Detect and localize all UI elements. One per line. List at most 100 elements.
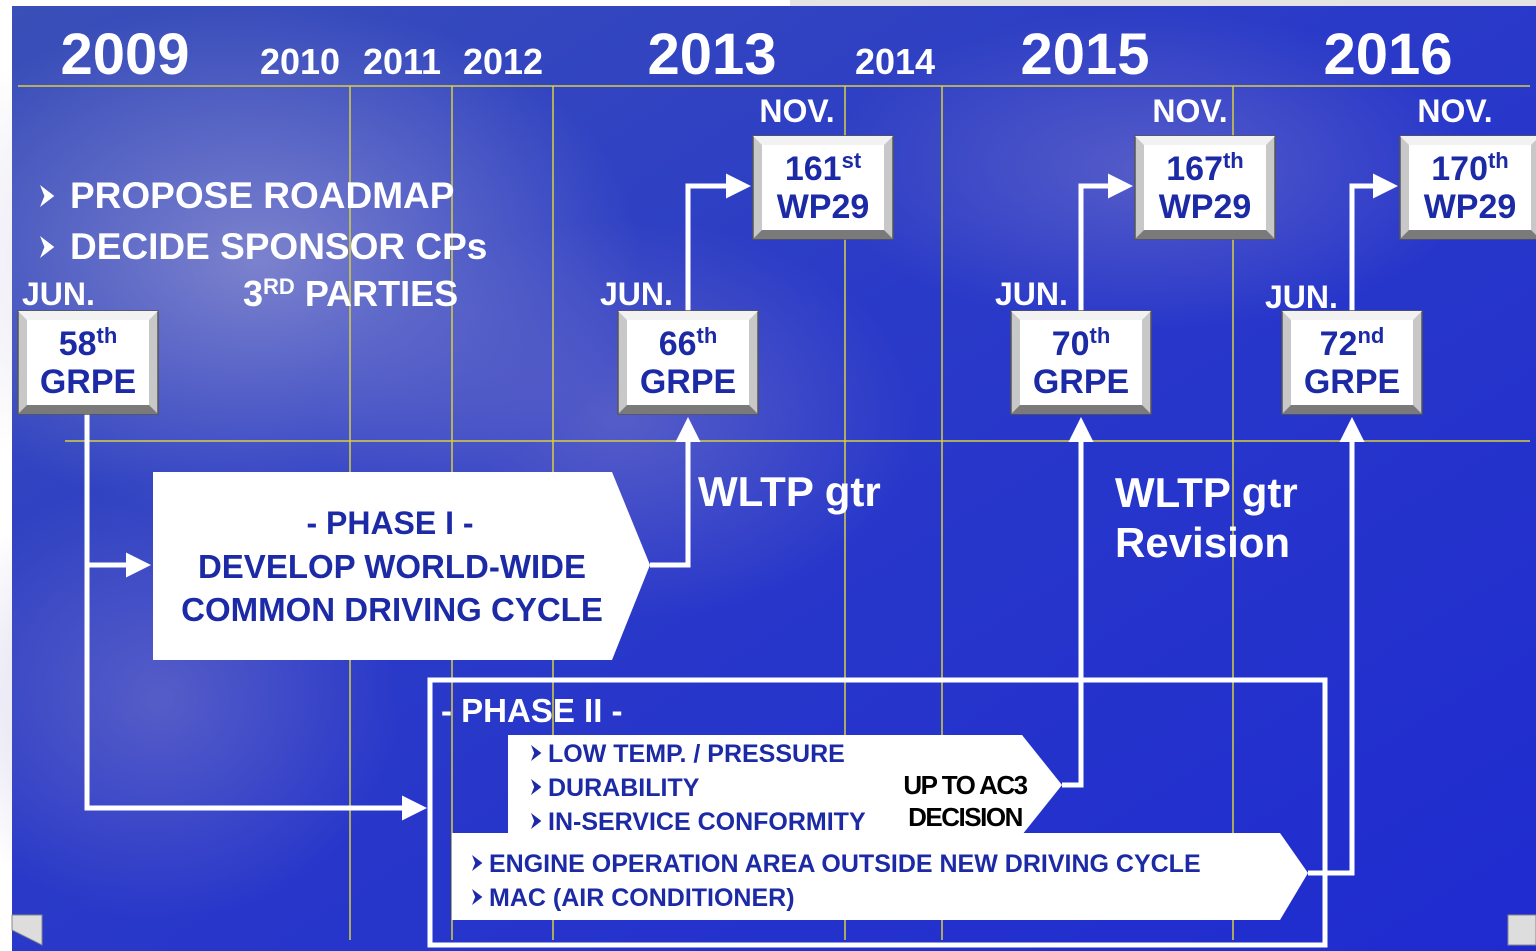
suffix: st [842, 148, 862, 173]
bullet [40, 236, 55, 258]
meeting-month: JUN. [22, 276, 95, 312]
box-bevel [1400, 136, 1536, 145]
phase2-group1-shape [508, 735, 1062, 835]
meeting-month: JUN. [600, 276, 673, 312]
task: DECIDE SPONSOR CPs [70, 226, 487, 267]
meeting-month: JUN. [1265, 279, 1338, 315]
phase2-item: IN-SERVICE CONFORMITY [548, 808, 866, 836]
phase2-item: ENGINE OPERATION AREA OUTSIDE NEW DRIVIN… [489, 850, 1201, 878]
box-bevel [753, 230, 893, 239]
number: 72 [1320, 325, 1358, 363]
phase1-title: - PHASE I - [306, 505, 473, 541]
number: 58 [59, 325, 97, 363]
number: 66 [659, 325, 697, 363]
decision: DECISION [908, 802, 1022, 832]
box-inner [627, 320, 749, 405]
bullet [531, 745, 542, 761]
phase2-frame [427, 677, 1328, 948]
nav-next[interactable] [1507, 914, 1536, 946]
box-bevel [18, 405, 158, 414]
meeting-number: 72nd [1320, 323, 1385, 363]
bullet [40, 185, 55, 207]
box-inner [762, 145, 884, 230]
box-bevel [618, 405, 758, 414]
box-inner [27, 320, 149, 405]
year-label: 2013 [647, 22, 776, 87]
box-bevel [1282, 311, 1422, 320]
box-bevel [1135, 230, 1275, 239]
number: 161 [785, 150, 842, 188]
phase1-line: COMMON DRIVING CYCLE [181, 591, 603, 628]
number: 167 [1166, 150, 1223, 188]
box-bevel [1011, 405, 1151, 414]
phase1-line: DEVELOP WORLD-WIDE [198, 548, 586, 585]
suffix: nd [1357, 323, 1384, 348]
parties-base: 3 [243, 273, 263, 314]
meeting-body: GRPE [40, 363, 136, 401]
box-bevel [18, 311, 158, 320]
bullet [531, 813, 542, 829]
suffix: th [1488, 148, 1509, 173]
bullet [472, 889, 483, 905]
phase2-item: MAC (AIR CONDITIONER) [489, 884, 795, 912]
nav-prev[interactable] [11, 914, 43, 946]
box-inner [1020, 320, 1142, 405]
number: 170 [1431, 150, 1488, 188]
box-bevel [1135, 136, 1275, 145]
output-label: WLTP gtr [698, 468, 881, 515]
box-bevel [753, 136, 893, 145]
suffix: th [97, 323, 118, 348]
bullet [531, 779, 542, 795]
meeting-number: 66th [659, 323, 718, 363]
meeting-number: 170th [1431, 148, 1509, 188]
meeting-month: JUN. [995, 276, 1068, 312]
bullet [472, 855, 483, 871]
meeting-number: 167th [1166, 148, 1244, 188]
box-bevel [618, 311, 758, 320]
parties-text: PARTIES [305, 273, 458, 314]
box-bevel [1011, 311, 1151, 320]
year-label: 2011 [363, 41, 441, 82]
parties: 3RD PARTIES [243, 273, 458, 314]
phase2-group2-shape [452, 833, 1308, 920]
box-bevel [1400, 230, 1536, 239]
output-label: WLTP gtr [1115, 469, 1298, 516]
year-label: 2016 [1323, 22, 1452, 87]
suffix: th [1223, 148, 1244, 173]
phase2-item: DURABILITY [548, 774, 700, 802]
phase2-item: LOW TEMP. / PRESSURE [548, 740, 845, 768]
year-label: 2009 [60, 22, 189, 87]
task: PROPOSE ROADMAP [70, 175, 454, 216]
meeting-body: GRPE [1033, 363, 1129, 401]
suffix: th [1090, 323, 1111, 348]
year-label: 2015 [1020, 22, 1149, 87]
decision: UP TO AC3 [903, 770, 1027, 800]
meeting-number: 58th [59, 323, 118, 363]
meeting-month: NOV. [759, 93, 834, 129]
year-label: 2012 [463, 41, 543, 82]
meeting-month: NOV. [1152, 93, 1227, 129]
phase1-shape [153, 472, 650, 660]
meeting-month: NOV. [1417, 93, 1492, 129]
meeting-body: GRPE [1304, 363, 1400, 401]
box-inner [1144, 145, 1266, 230]
meeting-body: WP29 [1424, 188, 1517, 226]
year-label: 2014 [855, 41, 935, 82]
box-inner [1409, 145, 1531, 230]
box-inner [1291, 320, 1413, 405]
output-label: Revision [1115, 519, 1290, 566]
meeting-body: WP29 [777, 188, 870, 226]
top-strip [790, 0, 1536, 6]
meeting-number: 70th [1052, 323, 1111, 363]
year-label: 2010 [260, 41, 340, 82]
meeting-number: 161st [785, 148, 862, 188]
meeting-body: GRPE [640, 363, 736, 401]
suffix: th [697, 323, 718, 348]
